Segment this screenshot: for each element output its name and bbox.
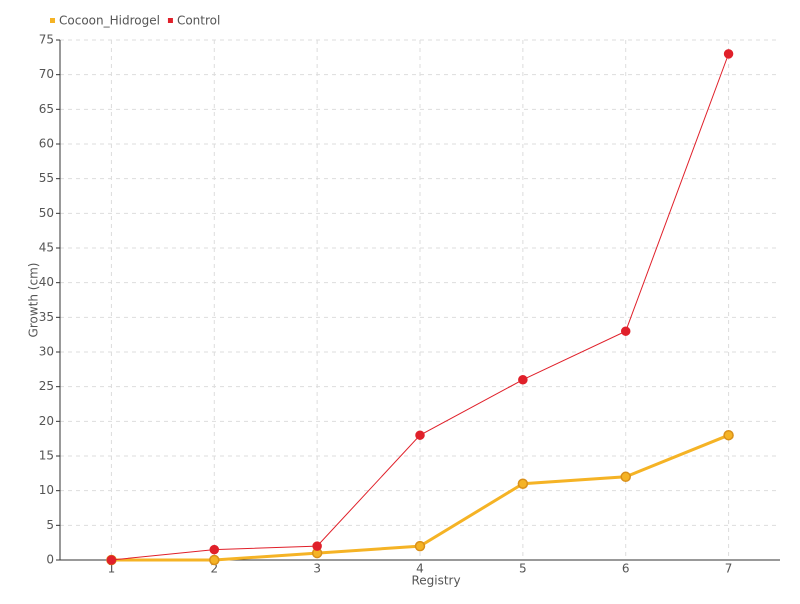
x-tick-label: 1 (108, 562, 116, 576)
legend-label: Control (177, 14, 220, 28)
y-tick-label: 5 (46, 518, 54, 532)
y-tick-label: 35 (39, 310, 54, 324)
point (415, 430, 425, 440)
y-tick-label: 75 (39, 33, 54, 47)
point (620, 326, 631, 336)
x-tick-label: 2 (210, 562, 218, 576)
y-tick-label: 60 (39, 137, 54, 151)
y-tick-label: 10 (39, 483, 54, 497)
point (209, 554, 220, 566)
point (517, 478, 529, 489)
x-tick-label: 4 (416, 562, 424, 576)
point (312, 541, 322, 551)
y-tick-label: 50 (39, 206, 54, 220)
x-tick-label: 3 (313, 562, 321, 576)
legend-swatch (50, 18, 55, 23)
y-tick-label: 55 (39, 171, 54, 185)
point (106, 555, 117, 565)
y-tick-label: 30 (39, 345, 54, 359)
x-tick-label: 5 (519, 562, 527, 576)
point (723, 49, 734, 59)
y-tick-label: 45 (39, 241, 54, 255)
y-tick-label: 20 (39, 414, 54, 428)
x-tick-label: 6 (622, 562, 630, 576)
y-tick-label: 15 (39, 449, 54, 463)
x-tick-label: 7 (725, 562, 733, 576)
legend-label: Cocoon_Hidrogel (59, 14, 160, 28)
y-tick-label: 25 (39, 379, 54, 393)
point (414, 540, 426, 552)
point (518, 374, 528, 385)
point (209, 544, 220, 555)
y-axis-label: Growth (cm) (27, 263, 41, 338)
x-axis-label: Registry (411, 574, 460, 588)
legend-swatch (167, 18, 173, 23)
y-tick-label: 65 (39, 102, 54, 116)
y-tick-label: 40 (39, 275, 54, 289)
y-tick-label: 70 (39, 67, 54, 81)
y-tick-label: 0 (46, 553, 54, 567)
point (723, 429, 734, 441)
point (620, 471, 631, 483)
